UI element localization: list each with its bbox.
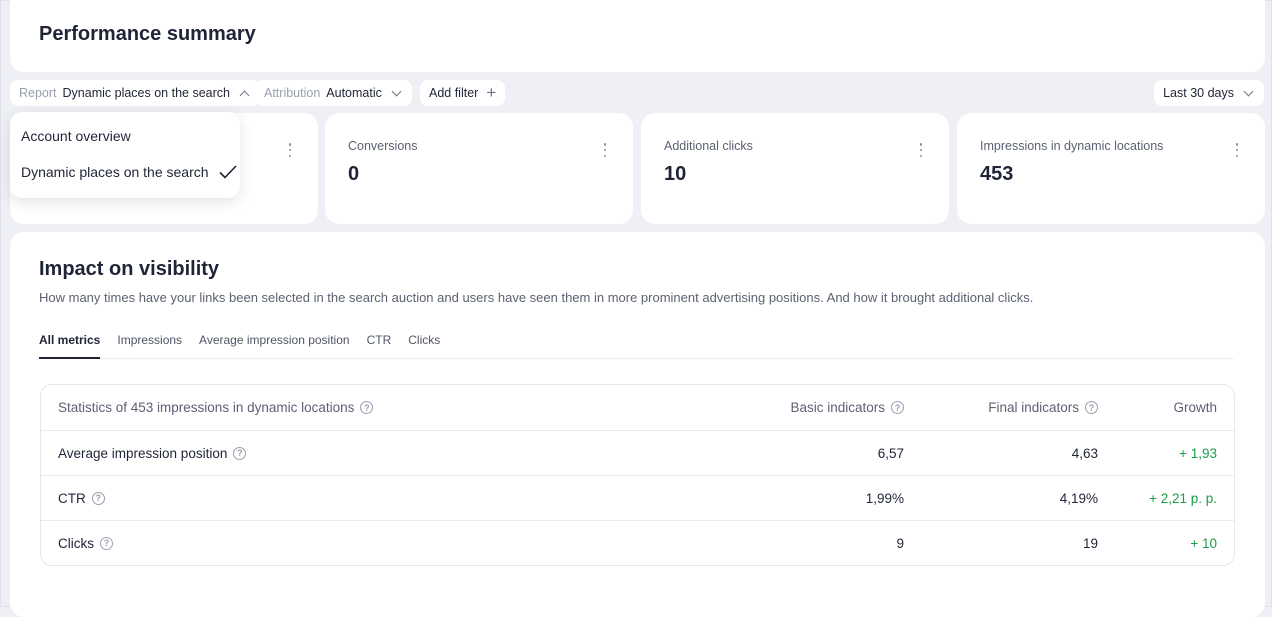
report-filter[interactable]: Report Dynamic places on the search — [10, 80, 260, 106]
menu-item-account-overview[interactable]: Account overview — [21, 128, 131, 144]
row-label: CTR — [58, 490, 86, 506]
help-icon[interactable]: ? — [1085, 401, 1098, 414]
header-cell: Basic indicators — [790, 400, 885, 415]
row-label: Average impression position — [58, 445, 228, 461]
metric-card-impressions: Impressions in dynamic locations 453 — [957, 113, 1265, 224]
header-cell: Statistics of 453 impressions in dynamic… — [58, 400, 355, 415]
final-value: 4,63 — [1071, 445, 1098, 461]
section-title: Impact on visibility — [39, 258, 220, 280]
tab-clicks[interactable]: Clicks — [408, 333, 441, 347]
check-icon — [218, 165, 237, 179]
report-value: Dynamic places on the search — [62, 86, 230, 100]
metric-title: Conversions — [348, 139, 418, 153]
metric-value: 0 — [348, 163, 360, 185]
chevron-up-icon — [239, 90, 250, 100]
metric-card-conversions: Conversions 0 — [325, 113, 633, 224]
impact-card: Impact on visibility How many times have… — [10, 232, 1265, 617]
row-label: Clicks — [58, 535, 94, 551]
header-cell: Final indicators — [988, 400, 1079, 415]
metric-value: 453 — [980, 163, 1014, 185]
table-header: Statistics of 453 impressions in dynamic… — [41, 385, 1234, 430]
more-icon[interactable] — [919, 143, 923, 157]
metric-title: Additional clicks — [664, 139, 753, 153]
page-title: Performance summary — [39, 23, 256, 45]
attribution-filter[interactable]: Attribution Automatic — [255, 80, 412, 106]
section-description: How many times have your links been sele… — [39, 290, 1034, 305]
final-value: 19 — [1082, 535, 1098, 551]
growth-value: + 10 — [1190, 535, 1217, 551]
header-card: Performance summary — [10, 0, 1265, 72]
attribution-value: Automatic — [326, 86, 382, 100]
attribution-label: Attribution — [264, 86, 321, 100]
chevron-down-icon — [391, 86, 402, 96]
help-icon[interactable]: ? — [91, 491, 105, 505]
basic-value: 9 — [896, 535, 904, 551]
stats-table: Statistics of 453 impressions in dynamic… — [40, 384, 1235, 566]
table-row: CTR? 1,99% 4,19% + 2,21 p. p. — [41, 475, 1234, 520]
plus-icon: + — [486, 83, 497, 102]
help-icon[interactable]: ? — [233, 446, 247, 460]
tab-average-impression-position[interactable]: Average impression position — [199, 333, 350, 347]
table-row: Clicks? 9 19 + 10 — [41, 520, 1234, 565]
more-icon[interactable] — [1235, 143, 1239, 157]
period-value: Last 30 days — [1163, 86, 1234, 100]
help-icon[interactable]: ? — [360, 401, 374, 414]
add-filter-label: Add filter — [429, 86, 479, 100]
chevron-down-icon — [1243, 86, 1254, 96]
menu-item-label: Account overview — [21, 128, 131, 144]
final-value: 4,19% — [1059, 490, 1098, 506]
basic-value: 1,99% — [865, 490, 904, 506]
metric-value: 10 — [664, 163, 687, 185]
menu-item-label: Dynamic places on the search — [21, 164, 209, 180]
metric-title: Impressions in dynamic locations — [980, 139, 1164, 153]
growth-value: + 2,21 p. p. — [1149, 490, 1217, 506]
add-filter-button[interactable]: Add filter + — [420, 80, 506, 106]
basic-value: 6,57 — [877, 445, 904, 461]
more-icon[interactable] — [288, 143, 292, 157]
table-row: Average impression position? 6,57 4,63 +… — [41, 430, 1234, 475]
help-icon[interactable]: ? — [100, 536, 113, 550]
tab-ctr[interactable]: CTR — [366, 333, 392, 347]
report-dropdown-menu: Account overview Dynamic places on the s… — [10, 112, 240, 198]
tab-impressions[interactable]: Impressions — [117, 333, 183, 347]
report-label: Report — [19, 86, 57, 100]
metric-card-additional-clicks: Additional clicks 10 — [641, 113, 949, 224]
tabs: All metrics Impressions Average impressi… — [39, 332, 1234, 359]
help-icon[interactable]: ? — [891, 401, 904, 414]
header-cell: Growth — [1173, 400, 1217, 415]
more-icon[interactable] — [603, 143, 607, 157]
menu-item-dynamic-places[interactable]: Dynamic places on the search — [21, 164, 237, 180]
growth-value: + 1,93 — [1179, 445, 1217, 461]
tab-all-metrics[interactable]: All metrics — [39, 332, 101, 359]
period-selector[interactable]: Last 30 days — [1154, 80, 1264, 106]
